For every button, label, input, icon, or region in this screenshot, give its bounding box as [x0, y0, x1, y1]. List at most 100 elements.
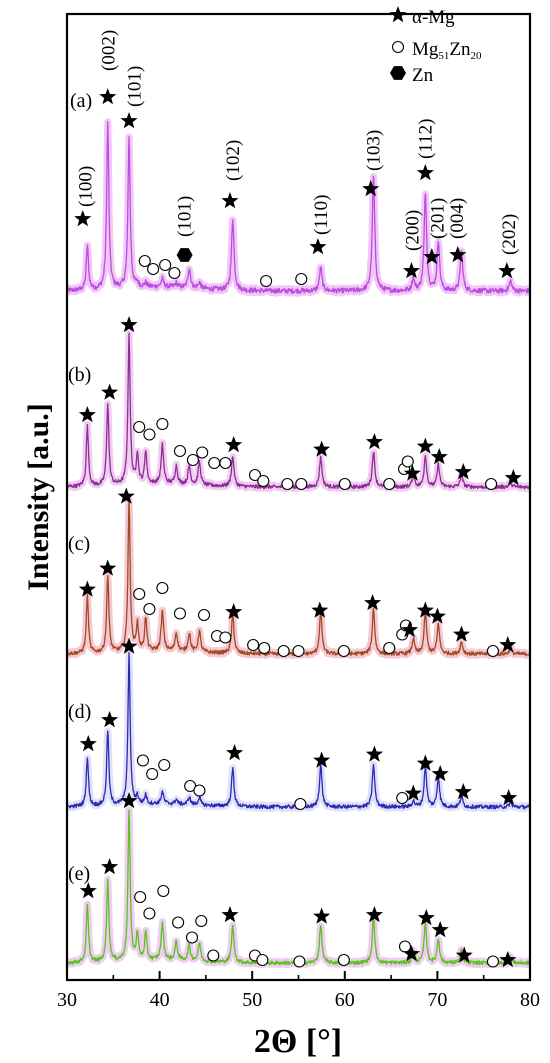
- peak-star-icon: [101, 858, 119, 875]
- peak-star-icon: [452, 625, 471, 642]
- series-line: [67, 121, 530, 294]
- peak-star-icon: [120, 792, 138, 809]
- plot-frame: [65, 12, 532, 982]
- peak-circle-icon: [133, 587, 146, 601]
- peak-label: (103): [364, 130, 385, 171]
- peak-circle-icon: [143, 428, 156, 441]
- peak-circle-icon: [207, 949, 220, 962]
- peak-star-icon: [99, 88, 117, 105]
- peak-circle-icon: [247, 638, 260, 652]
- x-tick-label: 80: [520, 989, 540, 1011]
- peak-star-icon: [455, 946, 473, 963]
- peak-star-icon: [364, 594, 382, 611]
- peak-circle-icon: [193, 784, 206, 797]
- peak-label: (002): [99, 30, 120, 71]
- peak-hexagon-icon: [176, 248, 193, 262]
- peak-circle-icon: [401, 455, 414, 468]
- series-label: (a): [70, 90, 92, 112]
- peak-star-icon: [120, 637, 138, 654]
- peak-star-icon: [454, 783, 472, 800]
- peak-circle-icon: [486, 955, 500, 968]
- peak-star-icon: [99, 559, 117, 576]
- peak-star-icon: [120, 316, 138, 333]
- peak-circle-icon: [219, 456, 232, 470]
- peak-star-icon: [431, 765, 449, 782]
- marker-layer: [74, 88, 522, 968]
- peak-star-icon: [78, 580, 96, 597]
- peak-circle-icon: [173, 444, 187, 458]
- y-axis-title: Intensity [a.u.]: [22, 403, 55, 591]
- peak-circle-icon: [383, 477, 396, 491]
- peak-star-icon: [428, 607, 446, 624]
- peak-circle-icon: [133, 420, 146, 434]
- peak-star-icon: [313, 907, 331, 924]
- peak-circle-icon: [172, 916, 185, 929]
- peak-label: (202): [499, 214, 520, 255]
- series-line: [67, 652, 530, 810]
- legend-hexagon-icon: [390, 66, 406, 80]
- peak-star-icon: [416, 164, 434, 181]
- peak-circle-icon: [186, 453, 199, 467]
- series-line: [67, 809, 530, 966]
- peak-circle-icon: [146, 767, 159, 781]
- x-tick-label: 30: [57, 989, 77, 1011]
- peak-star-icon: [225, 436, 243, 453]
- x-tick-label: 50: [242, 989, 262, 1011]
- legend-hexagon-icon: [390, 66, 406, 80]
- peak-circle-icon: [281, 477, 294, 491]
- peak-circle-icon: [486, 644, 500, 658]
- peak-circle-icon: [337, 953, 350, 967]
- peak-circle-icon: [277, 644, 290, 658]
- peak-star-icon: [416, 601, 434, 618]
- peak-star-icon: [454, 463, 472, 480]
- peak-circle-icon: [260, 274, 273, 288]
- peak-circle-icon: [248, 468, 262, 482]
- peak-star-icon: [313, 440, 331, 457]
- peak-star-icon: [504, 469, 522, 486]
- series-label: (e): [68, 863, 90, 885]
- peak-label: (101): [125, 66, 146, 107]
- x-axis-title: 2Θ [°]: [254, 1023, 342, 1060]
- peak-star-icon: [309, 238, 327, 255]
- series-layer: [67, 118, 530, 969]
- peak-circle-icon: [337, 644, 350, 658]
- peak-star-icon: [79, 735, 97, 752]
- peak-star-icon: [313, 751, 331, 768]
- peak-star-icon: [221, 906, 239, 923]
- peak-star-icon: [417, 909, 435, 926]
- peak-star-icon: [79, 882, 97, 899]
- peak-circle-icon: [196, 446, 209, 459]
- x-tick-label: 60: [335, 989, 355, 1011]
- series-label: (d): [68, 701, 91, 723]
- legend-star-icon: [389, 6, 407, 23]
- peak-star-icon: [225, 603, 243, 620]
- peak-star-icon: [416, 437, 434, 454]
- peak-star-icon: [221, 192, 239, 209]
- peak-star-icon: [500, 789, 518, 806]
- peak-circle-icon: [197, 608, 211, 622]
- peak-circle-icon: [485, 477, 498, 491]
- peak-star-icon: [311, 601, 329, 618]
- peak-star-icon: [402, 262, 421, 279]
- peak-star-icon: [498, 262, 516, 279]
- series-label: (b): [68, 364, 91, 386]
- peak-circle-icon: [398, 940, 412, 953]
- peak-circle-icon: [292, 644, 305, 658]
- peak-circle-icon: [383, 641, 396, 655]
- x-axis: 30 40 50 60 70 80: [57, 971, 540, 1011]
- legend-label-mg51zn20: Mg51Zn20: [412, 39, 482, 62]
- peak-star-icon: [101, 711, 119, 728]
- peak-circle-icon: [158, 758, 171, 772]
- peak-star-icon: [362, 180, 380, 197]
- peak-label: (110): [311, 195, 332, 235]
- series-glow: [67, 649, 530, 813]
- peak-circle-icon: [168, 266, 181, 280]
- peak-circle-icon: [208, 456, 221, 470]
- x-tick-label: 70: [427, 989, 447, 1011]
- legend: α-Mg Mg51Zn20 Zn: [389, 6, 482, 86]
- peak-circle-icon: [195, 914, 208, 928]
- peak-star-icon: [449, 246, 467, 263]
- peak-star-icon: [365, 745, 383, 762]
- peak-star-icon: [78, 406, 96, 423]
